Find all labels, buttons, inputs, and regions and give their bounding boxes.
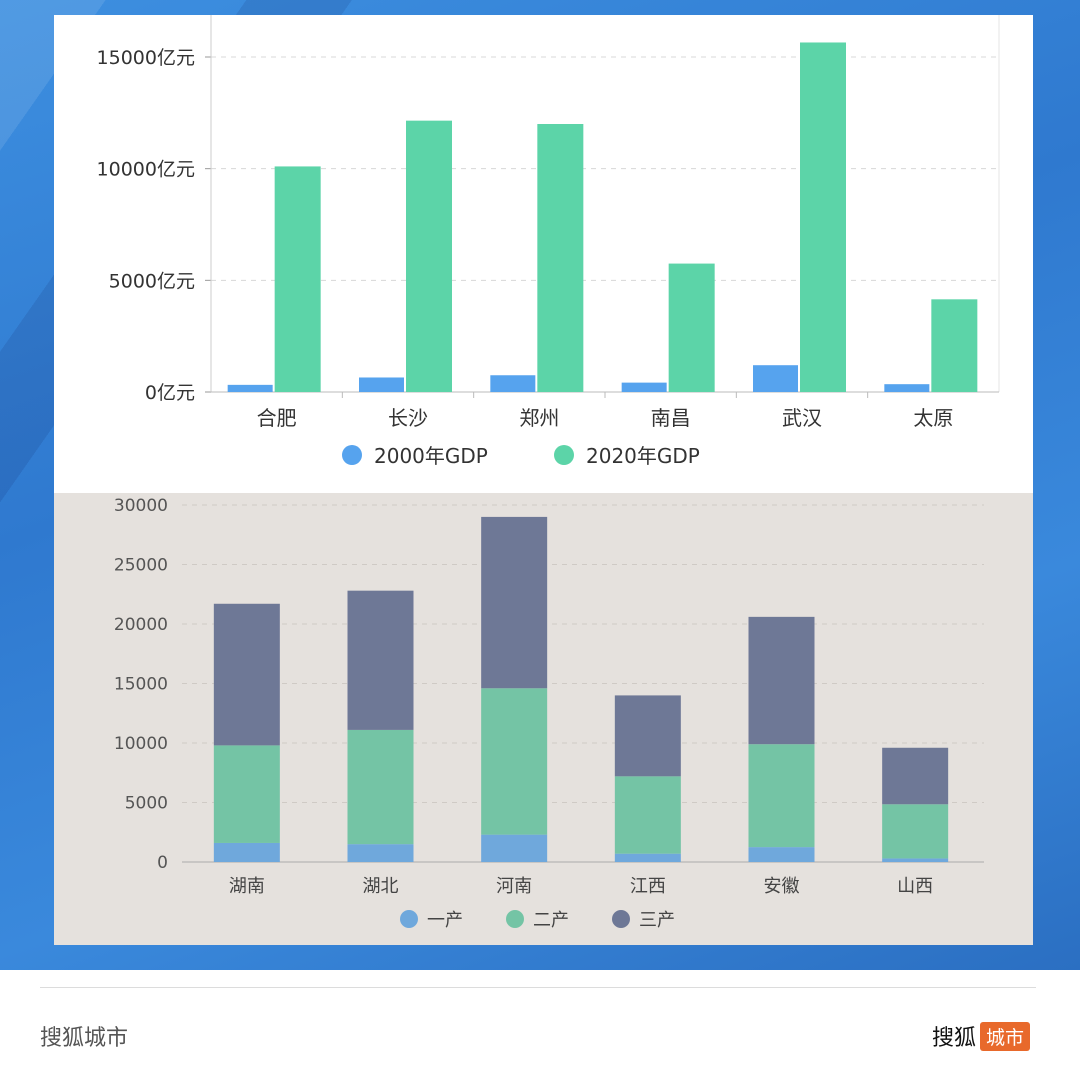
xtick-label: 太原 <box>913 406 953 430</box>
xtick-label: 河南 <box>496 876 532 897</box>
xtick-label: 江西 <box>630 876 666 897</box>
bar-一产-湖南[interactable] <box>213 842 280 862</box>
source-label: 搜狐城市 <box>40 1026 129 1051</box>
bar-二产-山西[interactable] <box>882 804 949 859</box>
bar-2020-长沙[interactable] <box>406 120 452 393</box>
bar-二产-安徽[interactable] <box>748 744 815 848</box>
bar-一产-湖北[interactable] <box>347 844 414 862</box>
sohu-logo-text: 搜狐 <box>931 1026 976 1051</box>
legend-marker[interactable] <box>554 445 574 465</box>
ytick-label: 10000 <box>114 734 168 754</box>
bar-2000-合肥[interactable] <box>227 384 273 392</box>
bar-一产-安徽[interactable] <box>748 847 815 862</box>
ytick-label: 10000亿元 <box>97 159 195 181</box>
bar-三产-河南[interactable] <box>481 516 548 689</box>
bar-二产-湖北[interactable] <box>347 729 414 845</box>
legend-label[interactable]: 2000年GDP <box>374 444 488 468</box>
legend-marker[interactable] <box>506 910 524 928</box>
ytick-label: 5000亿元 <box>109 270 195 292</box>
industry-structure-chart: 0 5000 10000 15000 20000 25000 30000 湖南 湖北 河南 江西 安徽… <box>54 493 1033 945</box>
bar-2000-武汉[interactable] <box>753 365 798 392</box>
bar-三产-湖北[interactable] <box>347 590 414 730</box>
bar-三产-江西[interactable] <box>614 695 681 777</box>
bar-一产-江西[interactable] <box>614 853 681 862</box>
gdp-comparison-chart: 0亿元 5000亿元 10000亿元 15000亿元合肥 长沙 郑州 南昌 武汉 太原 2000年… <box>54 15 1033 493</box>
sohu-logo[interactable]: 搜狐 城市 <box>932 1020 1030 1052</box>
legend-marker[interactable] <box>342 445 362 465</box>
bar-2020-太原[interactable] <box>931 299 978 392</box>
bar-2020-合肥[interactable] <box>274 166 321 392</box>
xtick-label: 山西 <box>897 876 933 897</box>
ytick-label: 5000 <box>125 794 168 814</box>
ytick-label: 15000亿元 <box>97 47 195 69</box>
bar-2020-南昌[interactable] <box>668 263 715 392</box>
bar-二产-江西[interactable] <box>614 776 681 854</box>
legend-marker[interactable] <box>612 910 630 928</box>
xtick-label: 长沙 <box>388 406 428 430</box>
industry-structure-svg: 0 5000 10000 15000 20000 25000 30000 湖南 湖北 河南 江西 安徽… <box>114 496 984 931</box>
ytick-label: 30000 <box>114 496 168 516</box>
bar-二产-河南[interactable] <box>481 688 548 835</box>
bar-三产-湖南[interactable] <box>213 603 280 746</box>
bar-一产-河南[interactable] <box>481 834 548 862</box>
legend-marker[interactable] <box>400 910 418 928</box>
bar-2020-郑州[interactable] <box>537 124 584 392</box>
ytick-label: 15000 <box>114 675 168 695</box>
legend-label[interactable]: 二产 <box>533 910 569 931</box>
ytick-label: 0 <box>157 853 168 873</box>
bar-一产-山西[interactable] <box>882 858 949 862</box>
xtick-label: 安徽 <box>764 876 800 897</box>
xtick-label: 湖南 <box>229 876 265 897</box>
xtick-label: 合肥 <box>257 406 297 430</box>
ytick-label: 0亿元 <box>145 382 195 404</box>
legend-label[interactable]: 三产 <box>639 910 675 931</box>
bar-二产-湖南[interactable] <box>213 745 280 843</box>
legend-label[interactable]: 一产 <box>427 910 463 931</box>
ytick-label: 20000 <box>114 615 168 635</box>
xtick-label: 郑州 <box>519 406 559 430</box>
xtick-label: 南昌 <box>651 406 691 430</box>
legend-label[interactable]: 2020年GDP <box>586 444 700 468</box>
bar-2000-南昌[interactable] <box>621 382 667 392</box>
bar-2000-郑州[interactable] <box>490 375 536 392</box>
bar-三产-安徽[interactable] <box>748 616 815 745</box>
ytick-label: 25000 <box>114 556 168 576</box>
bar-2000-长沙[interactable] <box>359 377 404 392</box>
bar-2020-武汉[interactable] <box>800 42 846 392</box>
footer-divider <box>40 987 1036 988</box>
xtick-label: 武汉 <box>782 406 822 430</box>
bar-2000-太原[interactable] <box>884 384 930 392</box>
city-badge: 城市 <box>979 1021 1030 1051</box>
bar-三产-山西[interactable] <box>882 747 949 805</box>
xtick-label: 湖北 <box>363 876 399 897</box>
